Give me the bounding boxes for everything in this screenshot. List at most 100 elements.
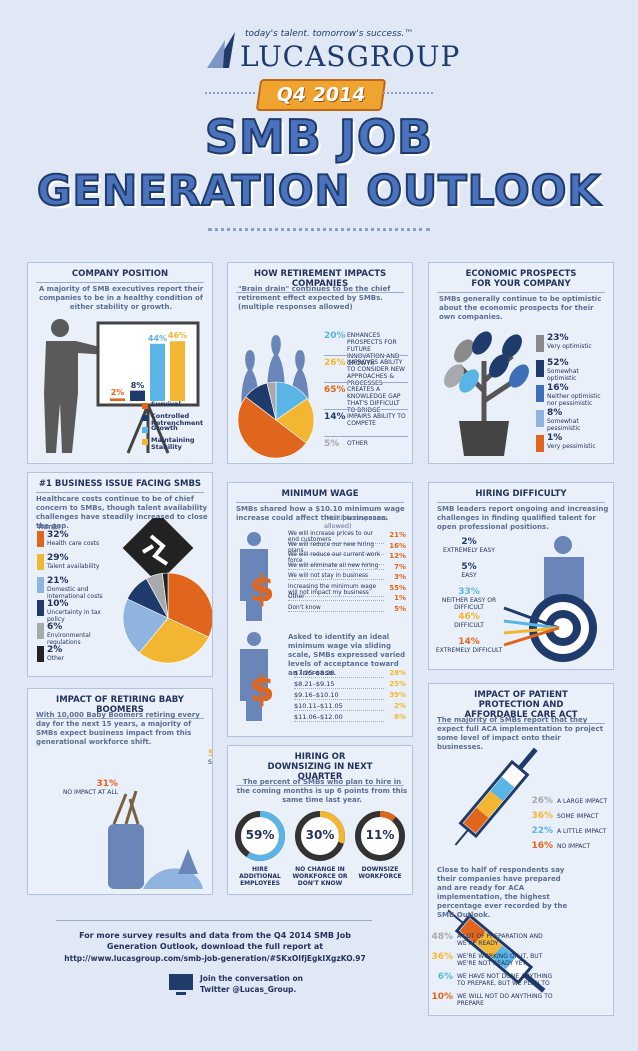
rank-label: Rank: <box>38 523 61 531</box>
panel-title: MINIMUM WAGE <box>236 489 404 503</box>
rule <box>208 228 430 231</box>
stat-label: Environmental regulations <box>47 632 91 646</box>
title-line1: SMB JOB <box>204 109 434 165</box>
row-value: 2% <box>394 702 406 710</box>
stat-label: NEITHER EASY OR DIFFICULT <box>441 597 497 611</box>
stat-value: 36% <box>531 811 553 821</box>
row-label: Increasing the minimum wage will not imp… <box>288 584 384 597</box>
row-value: 5% <box>394 604 406 613</box>
shape <box>554 536 572 554</box>
pie-slice <box>122 598 169 654</box>
panel: IMPACT OF PATIENT PROTECTION AND AFFORDA… <box>428 683 614 1016</box>
stat-label: Neither optimistic nor pessimistic <box>547 393 601 407</box>
graphic <box>355 811 405 861</box>
stat-label: WE'RE WORKING ON IT, BUT WE'RE NOT READY… <box>457 953 543 967</box>
row-value: 6% <box>394 713 406 721</box>
stat-value: 31% <box>96 779 118 789</box>
gauge-label: HIRE ADDITIONAL EMPLOYEES <box>239 866 281 887</box>
panel-text: SMBs shared how a $10.10 minimum wage in… <box>236 505 405 522</box>
stat-value: 26% <box>531 796 553 806</box>
row-label: We will increase prices to our end custo… <box>288 531 384 544</box>
arrow <box>503 626 560 635</box>
graphic <box>295 811 345 861</box>
gauge-fill <box>355 811 405 861</box>
stat-label: Very pessimistic <box>547 443 596 450</box>
leaf <box>509 364 529 388</box>
panel-text: With 10,000 Baby Boomers retiring every … <box>36 711 200 746</box>
arrow <box>503 606 560 630</box>
dollar-icon: $ <box>249 569 274 610</box>
stat-value: 52% <box>547 358 569 368</box>
pie-slice <box>162 572 169 619</box>
leaf <box>444 364 464 388</box>
shape <box>247 532 261 546</box>
row-label: $8.21–$9.15 <box>294 680 384 689</box>
stat-value: 5% <box>324 439 340 449</box>
shape <box>523 972 546 993</box>
stat-label: NO IMPACT AT ALL <box>62 789 118 796</box>
shape <box>240 649 268 721</box>
stat-label: A LITTLE IMPACT <box>557 828 607 835</box>
graphic: $$ <box>240 532 275 721</box>
stat-value: 14% <box>458 637 480 647</box>
leaf <box>472 331 492 355</box>
stat-label: Somewhat pessimistic <box>547 418 581 432</box>
panel-text: Asked to identify an ideal minimum wage … <box>288 633 406 677</box>
stat-label: Uncertainty in tax policy <box>47 609 101 623</box>
shape <box>454 828 470 846</box>
row-label: We will eliminate all new hiring <box>288 563 384 570</box>
shape <box>491 945 516 970</box>
bar <box>130 390 145 401</box>
shape <box>463 807 489 834</box>
panel: COMPANY POSITION A majority of SMB execut… <box>27 262 213 464</box>
stat-value: 6% <box>47 622 63 632</box>
leaf <box>454 339 474 363</box>
stat-value: 32% <box>47 530 69 540</box>
pie-slice <box>266 381 277 421</box>
legend-swatch <box>142 427 148 433</box>
graphic <box>444 331 529 456</box>
panel: IMPACT OF RETIRING BABY BOOMERS With 10,0… <box>27 688 213 895</box>
row-value: 55% <box>389 583 406 592</box>
runner <box>141 534 169 566</box>
row-label: $7.25–$8.20 <box>294 669 384 678</box>
gauge-label: DOWNSIZE WORKFORCE <box>358 866 402 880</box>
shape <box>44 341 108 453</box>
bar <box>170 341 185 401</box>
panel-text: Close to half of respondents say their c… <box>437 866 568 919</box>
divider <box>324 436 408 437</box>
stat-value: 16% <box>547 383 569 393</box>
graphic <box>447 747 546 993</box>
row-value: 3% <box>394 573 406 581</box>
pie-slice <box>138 617 210 664</box>
leaf <box>459 369 479 393</box>
syringe <box>454 747 538 846</box>
legend-label: Maintaining Stability <box>151 436 195 451</box>
stat-value: 21% <box>47 576 69 586</box>
clubs <box>112 790 140 825</box>
panel-title: IMPACT OF RETIRING BABY BOOMERS <box>36 695 204 719</box>
leaf <box>502 334 522 358</box>
row-label: We will reduce our current work force <box>288 552 384 565</box>
stat-value: 1% <box>547 433 563 443</box>
stat-label: ENHANCES PROSPECTS FOR FUTURE INNOVATION… <box>347 332 400 367</box>
stat-label: EASY <box>461 572 477 579</box>
gauge-value: 30% <box>305 828 335 842</box>
swatch <box>536 385 544 402</box>
graphic <box>503 536 597 662</box>
stat-value: 26% <box>324 358 346 368</box>
pie-slice <box>237 396 307 459</box>
stat-value: 65% <box>324 385 346 395</box>
row-value: 21% <box>389 531 406 539</box>
gauge-fill <box>235 811 285 861</box>
pie-slice <box>275 397 315 444</box>
swatch <box>37 577 44 593</box>
panel-text: The percent of SMBs who plan to hire in … <box>236 778 408 804</box>
graphic <box>169 974 193 995</box>
stat-value: 10% <box>47 599 69 609</box>
row-value: 16% <box>389 541 406 550</box>
bar-label: 46% <box>167 331 188 341</box>
stat-label: DIFFICULT <box>454 622 484 629</box>
shape <box>240 549 268 621</box>
